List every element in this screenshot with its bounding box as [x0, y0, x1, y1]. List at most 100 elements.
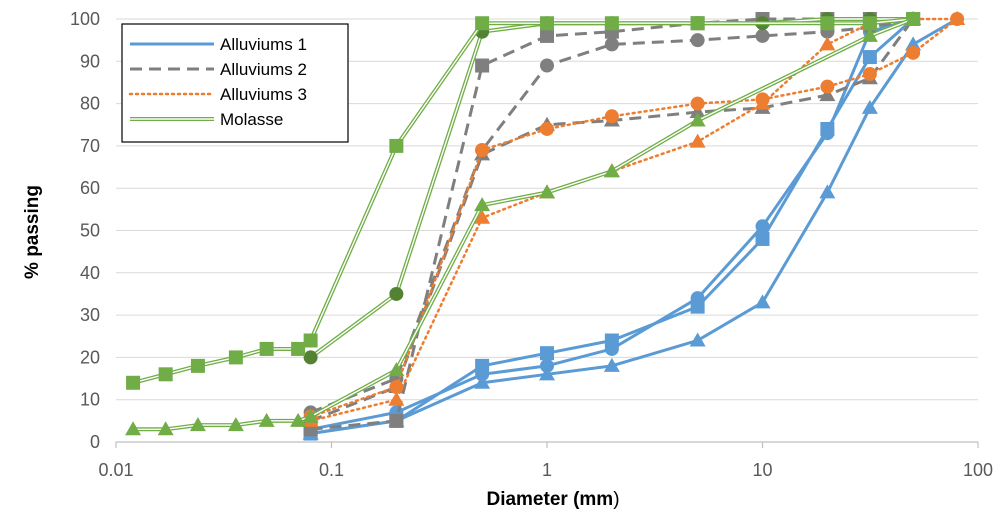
legend-label-alluviums-3: Alluviums 3 [220, 85, 307, 104]
data-point-alluviums-1 [861, 99, 878, 114]
y-tick-label: 100 [70, 9, 100, 29]
data-point-alluviums-1 [604, 333, 619, 348]
data-point-molasse [189, 417, 206, 432]
data-point-molasse [862, 16, 877, 31]
y-tick-label: 50 [80, 221, 100, 241]
series-molasse-triangle [125, 11, 922, 436]
data-point-alluviums-3 [475, 143, 490, 158]
data-point-alluviums-3 [689, 133, 706, 148]
data-point-molasse [689, 112, 706, 127]
data-point-molasse [303, 350, 318, 365]
data-point-molasse [539, 184, 555, 199]
y-tick-label: 60 [80, 178, 100, 198]
data-point-molasse [228, 350, 243, 365]
data-point-molasse [603, 163, 620, 178]
legend-label-molasse: Molasse [220, 110, 283, 129]
y-tick-labels: 0 10 20 30 40 50 60 70 80 90 100 [70, 9, 100, 452]
x-axis-title-main: Diameter (mm [486, 489, 613, 510]
data-point-molasse [158, 367, 173, 382]
y-tick-label: 40 [80, 263, 100, 283]
x-tick-labels: 0.01 0.1 1 10 100 [98, 460, 993, 480]
y-tick-label: 30 [80, 305, 100, 325]
data-point-molasse [604, 16, 619, 31]
x-tick-label: 0.01 [98, 460, 133, 480]
data-point-molasse [290, 412, 307, 427]
data-point-alluviums-1 [474, 374, 491, 389]
data-point-alluviums-1 [755, 231, 770, 246]
data-point-molasse [820, 16, 835, 31]
data-point-alluviums-1 [539, 366, 555, 381]
data-point-alluviums-1 [475, 358, 490, 373]
data-point-alluviums-2 [475, 58, 490, 73]
data-point-molasse [259, 341, 274, 356]
data-point-alluviums-1 [690, 299, 705, 314]
data-point-molasse [291, 341, 306, 356]
data-point-alluviums-3 [474, 209, 491, 224]
y-tick-label: 80 [80, 94, 100, 114]
data-point-alluviums-1 [820, 121, 835, 136]
data-point-molasse [190, 358, 205, 373]
data-point-molasse [258, 412, 275, 427]
legend-label-alluviums-2: Alluviums 2 [220, 60, 307, 79]
data-point-alluviums-1 [905, 36, 922, 51]
series-line-alluviums-1 [310, 17, 915, 436]
data-point-molasse [126, 375, 141, 390]
data-point-alluviums-2 [755, 28, 770, 43]
legend-label-alluviums-1: Alluviums 1 [220, 35, 307, 54]
data-point-molasse [302, 408, 319, 423]
data-point-alluviums-3 [540, 121, 554, 136]
data-point-alluviums-3 [604, 109, 619, 124]
data-point-molasse [475, 16, 490, 31]
x-axis-title-suffix: ) [613, 489, 619, 510]
x-axis-title: Diameter (mm) [486, 489, 619, 510]
series-molasse-square [126, 12, 921, 390]
data-point-molasse [861, 27, 878, 42]
y-tick-label: 0 [90, 432, 100, 452]
data-point-alluviums-2 [690, 33, 705, 48]
data-point-alluviums-1 [862, 50, 877, 65]
data-point-alluviums-3 [388, 391, 405, 406]
y-axis-title: % passing [22, 185, 43, 279]
data-point-alluviums-2 [819, 87, 836, 102]
data-point-alluviums-2 [689, 104, 706, 119]
series-layer [125, 11, 966, 441]
data-point-alluviums-3 [690, 96, 705, 111]
data-point-molasse [125, 421, 142, 436]
y-tick-label: 70 [80, 136, 100, 156]
data-point-alluviums-2 [389, 413, 404, 428]
x-tick-label: 10 [752, 460, 772, 480]
data-point-alluviums-1 [540, 358, 554, 373]
data-point-alluviums-1 [819, 184, 836, 199]
data-point-alluviums-3 [819, 36, 836, 51]
data-point-molasse [905, 11, 922, 25]
x-axis-line [115, 441, 979, 448]
data-point-molasse [690, 16, 705, 31]
data-point-alluviums-2 [540, 58, 554, 73]
data-point-molasse [388, 362, 405, 377]
legend: Alluviums 1 Alluviums 2 Alluviums 3 Molasse [121, 23, 349, 143]
series-alluviums-1-triangle [302, 11, 966, 440]
data-point-molasse [540, 16, 554, 31]
data-point-molasse [303, 333, 318, 348]
x-tick-label: 1 [542, 460, 552, 480]
data-point-alluviums-1 [754, 294, 771, 309]
series-line-alluviums-2 [310, 17, 914, 414]
data-point-alluviums-3 [862, 66, 877, 81]
data-point-alluviums-2 [540, 28, 554, 43]
data-point-alluviums-3 [754, 95, 771, 110]
data-point-alluviums-1 [689, 332, 706, 347]
data-point-alluviums-2 [604, 37, 619, 52]
data-point-alluviums-1 [603, 357, 620, 372]
x-tick-label: 0.1 [319, 460, 344, 480]
data-point-alluviums-3 [906, 45, 921, 60]
data-point-molasse [227, 417, 244, 432]
y-tick-label: 90 [80, 51, 100, 71]
y-tick-label: 20 [80, 347, 100, 367]
y-tick-label: 10 [80, 390, 100, 410]
x-tick-label: 100 [963, 460, 993, 480]
data-point-molasse [157, 421, 174, 436]
data-point-alluviums-3 [949, 11, 966, 25]
series-line-molasse-inner [133, 18, 914, 431]
data-point-molasse [389, 286, 404, 301]
